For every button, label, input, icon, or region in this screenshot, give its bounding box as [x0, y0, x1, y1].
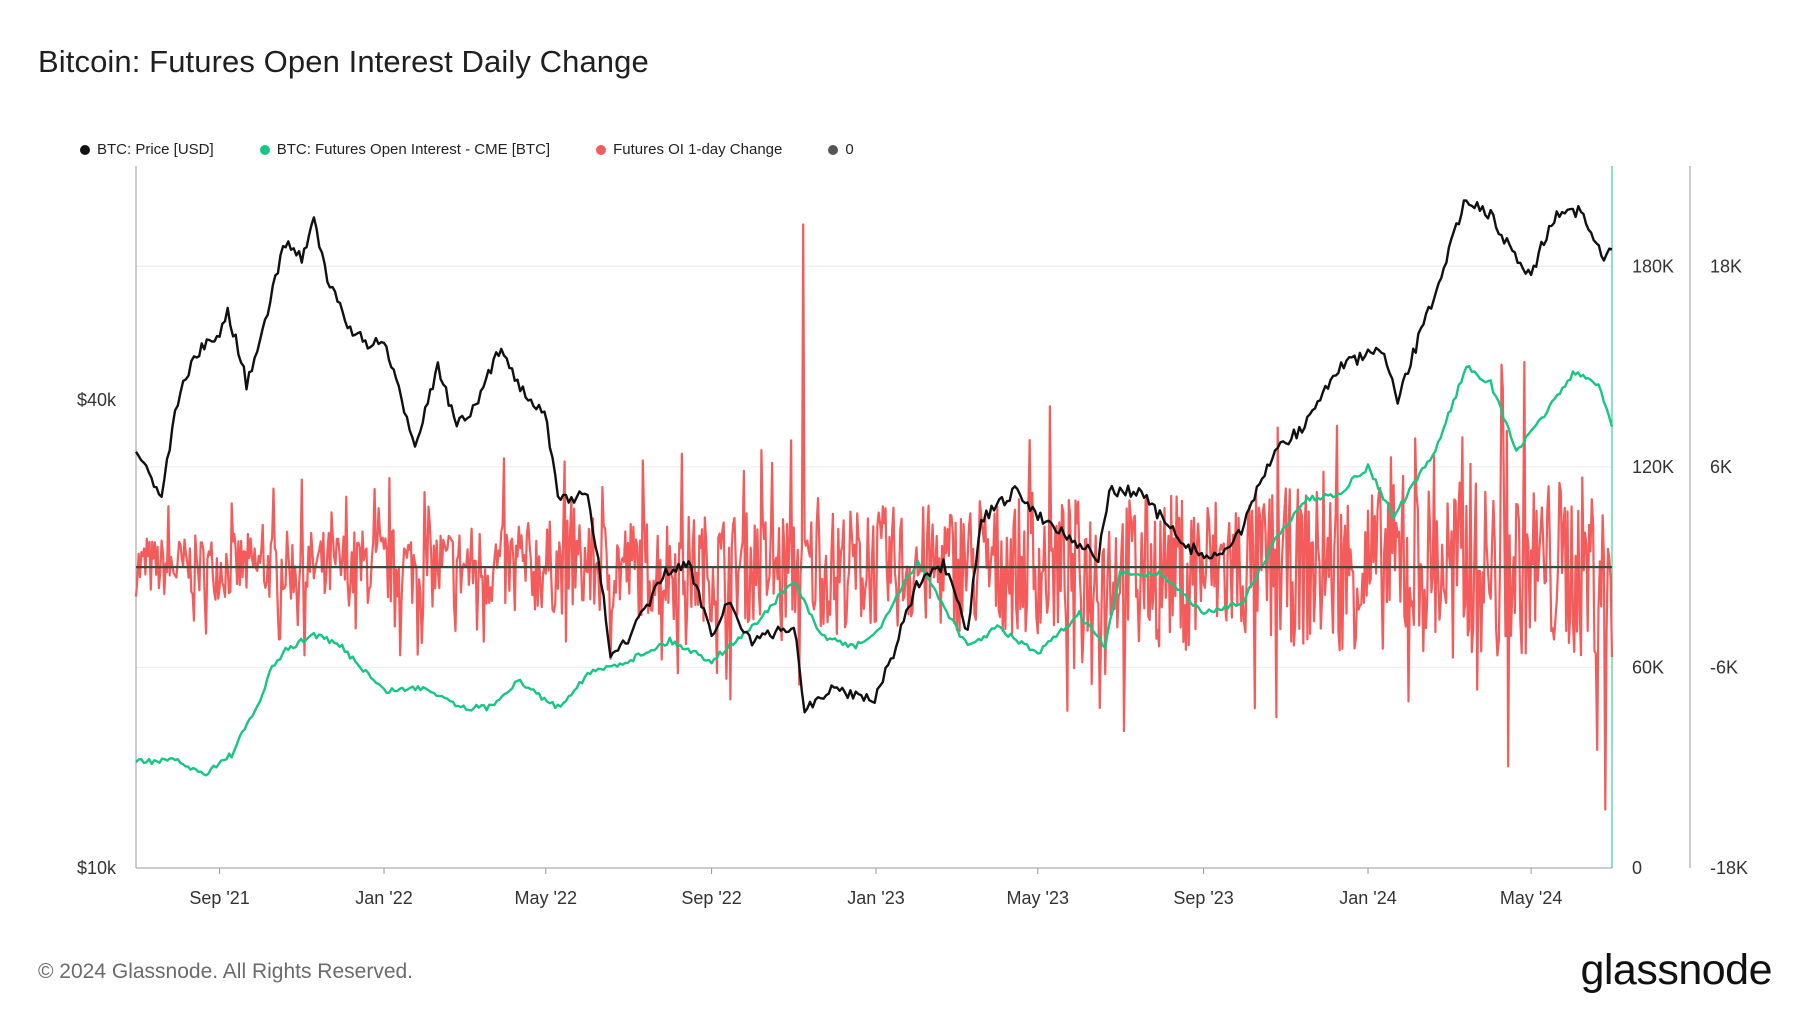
series-line-oi-change [134, 223, 1614, 811]
x-tick-label-3: Sep '22 [681, 888, 742, 908]
x-tick-label-4: Jan '23 [847, 888, 904, 908]
legend-label-oi-change: Futures OI 1-day Change [613, 141, 783, 158]
left-tick-label-0: $10k [77, 858, 117, 878]
x-tick-label-6: Sep '23 [1173, 888, 1234, 908]
x-tick-label-1: Jan '22 [355, 888, 412, 908]
legend-item-zero[interactable]: 0 [828, 141, 854, 158]
legend-dot-zero [828, 144, 839, 155]
copyright-footer: © 2024 Glassnode. All Rights Reserved. [38, 960, 414, 983]
legend-item-price[interactable]: BTC: Price [USD] [80, 141, 214, 158]
left-tick-label-1: $40k [77, 390, 117, 410]
legend-item-open-interest[interactable]: BTC: Futures Open Interest - CME [BTC] [259, 141, 551, 158]
legend-dot-price [80, 144, 90, 155]
series-line-open-interest [135, 364, 1614, 777]
x-tick-label-0: Sep '21 [189, 888, 250, 908]
right-oi-tick-label-0: 0 [1632, 858, 1642, 878]
x-tick-label-5: May '23 [1007, 888, 1069, 908]
legend-label-zero: 0 [845, 141, 854, 158]
right-oi-tick-label-1: 60K [1632, 657, 1664, 677]
legend-dot-open-interest [259, 144, 270, 155]
right-oi-tick-label-3: 180K [1632, 256, 1674, 276]
right-change-tick-label-3: 18K [1710, 256, 1742, 276]
legend-item-oi-change[interactable]: Futures OI 1-day Change [596, 141, 782, 158]
legend-label-price: BTC: Price [USD] [97, 141, 214, 158]
chart-title: Bitcoin: Futures Open Interest Daily Cha… [38, 44, 649, 79]
right-change-tick-label-2: 6K [1710, 457, 1732, 477]
series-line-price [134, 199, 1613, 714]
x-tick-label-8: May '24 [1500, 888, 1562, 908]
x-tick-label-7: Jan '24 [1339, 888, 1396, 908]
legend-label-open-interest: BTC: Futures Open Interest - CME [BTC] [276, 141, 551, 158]
right-change-tick-label-1: -6K [1710, 657, 1738, 677]
right-change-tick-label-0: -18K [1710, 858, 1748, 878]
legend-dot-oi-change [596, 144, 607, 155]
brand-logo: glassnode [1580, 946, 1772, 994]
right-oi-tick-label-2: 120K [1632, 457, 1674, 477]
chart-legend: BTC: Price [USD] BTC: Futures Open Inter… [80, 141, 854, 158]
x-tick-label-2: May '22 [515, 888, 577, 908]
